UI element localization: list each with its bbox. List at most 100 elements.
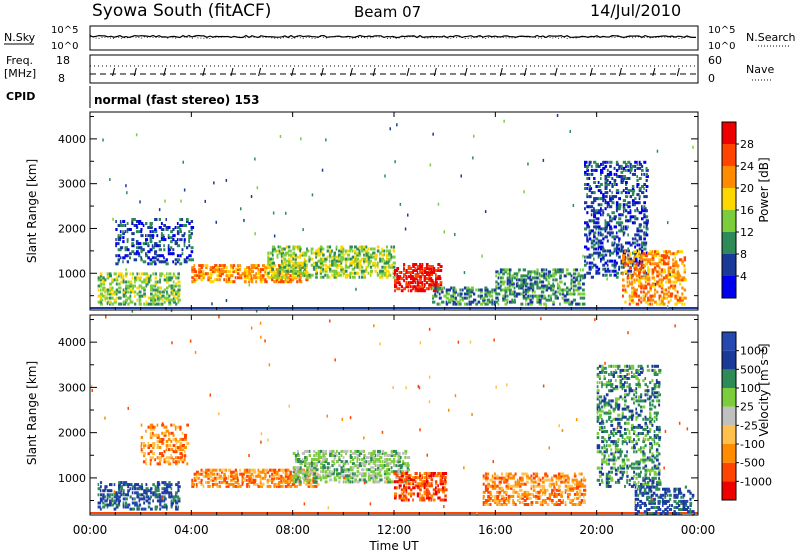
scatter-cell [431, 482, 433, 485]
scatter-cell [143, 502, 145, 505]
scatter-cell [327, 462, 330, 465]
scatter-cell [277, 270, 279, 273]
scatter-cell [572, 485, 574, 488]
scatter-cell [616, 231, 618, 234]
scatter-cell [132, 301, 134, 304]
scatter-cell [572, 499, 574, 502]
scatter-cell [226, 179, 228, 182]
scatter-cell [325, 456, 327, 459]
scatter-cell [322, 254, 325, 257]
scatter-cell [606, 278, 608, 281]
scatter-cell [359, 472, 361, 475]
scatter-cell [102, 493, 105, 496]
scatter-cell [552, 301, 555, 304]
scatter-cell [100, 289, 102, 292]
scatter-cell [632, 237, 634, 240]
scatter-cell [177, 456, 179, 459]
scatter-cell [132, 285, 134, 288]
scatter-cell [223, 473, 226, 476]
scatter-cell [633, 438, 635, 441]
scatter-cell [646, 195, 648, 198]
scatter-cell [565, 489, 567, 492]
scatter-cell [576, 479, 578, 482]
scatter-cell [581, 499, 583, 502]
scatter-cell [273, 483, 276, 486]
scatter-cell [527, 163, 529, 166]
scatter-cell [484, 303, 487, 306]
scatter-cell [219, 268, 221, 271]
scatter-cell [372, 262, 375, 265]
scatter-cell [347, 462, 349, 465]
scatter-cell [598, 209, 601, 212]
scatter-cell [606, 371, 608, 374]
scatter-cell [184, 434, 187, 437]
scatter-cell [634, 233, 636, 236]
scatter-cell [415, 281, 417, 284]
scatter-cell [618, 266, 620, 269]
scatter-cell [143, 495, 145, 498]
scatter-cell [620, 465, 622, 468]
scatter-cell [273, 212, 275, 215]
scatter-cell [201, 473, 203, 476]
scatter-cell [336, 270, 338, 273]
scatter-cell [652, 254, 655, 257]
scatter-cell [401, 271, 403, 274]
scatter-cell [667, 221, 669, 224]
scatter-cell [428, 490, 430, 493]
scatter-cell [494, 477, 496, 480]
scatter-cell [600, 231, 602, 234]
scatter-cell [586, 262, 588, 265]
scatter-cell [196, 483, 198, 486]
scatter-cell [232, 483, 234, 486]
scatter-cell [136, 287, 138, 290]
scatter-cell [177, 254, 179, 257]
noise-top-tick-right: 10^5 [708, 25, 735, 36]
scatter-cell [584, 187, 586, 190]
scatter-cell [415, 484, 418, 487]
scatter-cell [595, 242, 597, 245]
scatter-cell [636, 207, 638, 210]
scatter-cell [483, 495, 485, 498]
scatter-cell [524, 491, 526, 494]
scatter-cell [352, 250, 354, 253]
scatter-cell [120, 485, 123, 488]
scatter-cell [586, 193, 588, 196]
scatter-cell [459, 293, 462, 296]
scatter-cell [370, 270, 373, 273]
scatter-cell [643, 242, 646, 245]
scatter-cell [526, 503, 529, 506]
scatter-cell [428, 283, 431, 286]
scatter-cell [109, 483, 113, 486]
scatter-cell [639, 235, 642, 238]
scatter-cell [636, 293, 638, 296]
scatter-cell [127, 281, 129, 284]
scatter-cell [430, 163, 432, 166]
scatter-cell [150, 444, 152, 447]
scatter-cell [130, 508, 133, 511]
scatter-cell [272, 274, 275, 277]
scatter-cell [207, 481, 209, 484]
scatter-cell [393, 266, 396, 269]
scatter-cell [574, 479, 576, 482]
scatter-cell [624, 389, 627, 392]
scatter-cell [622, 285, 625, 288]
freq-spike [350, 68, 352, 76]
scatter-cell [255, 276, 258, 279]
scatter-cell [558, 493, 560, 496]
scatter-cell [646, 219, 649, 222]
scatter-cell [635, 408, 637, 411]
scatter-cell [171, 499, 173, 502]
scatter-cell [437, 283, 439, 286]
scatter-cell [629, 479, 632, 482]
scatter-cell [610, 399, 614, 402]
scatter-cell [624, 485, 626, 488]
scatter-cell [226, 274, 228, 277]
scatter-cell [556, 475, 558, 478]
scatter-cell [692, 146, 694, 149]
scatter-cell [514, 276, 516, 279]
scatter-cell [415, 476, 418, 479]
scatter-cell [599, 365, 602, 368]
scatter-cell [262, 469, 265, 472]
scatter-cell [297, 466, 299, 469]
scatter-cell [331, 454, 334, 457]
